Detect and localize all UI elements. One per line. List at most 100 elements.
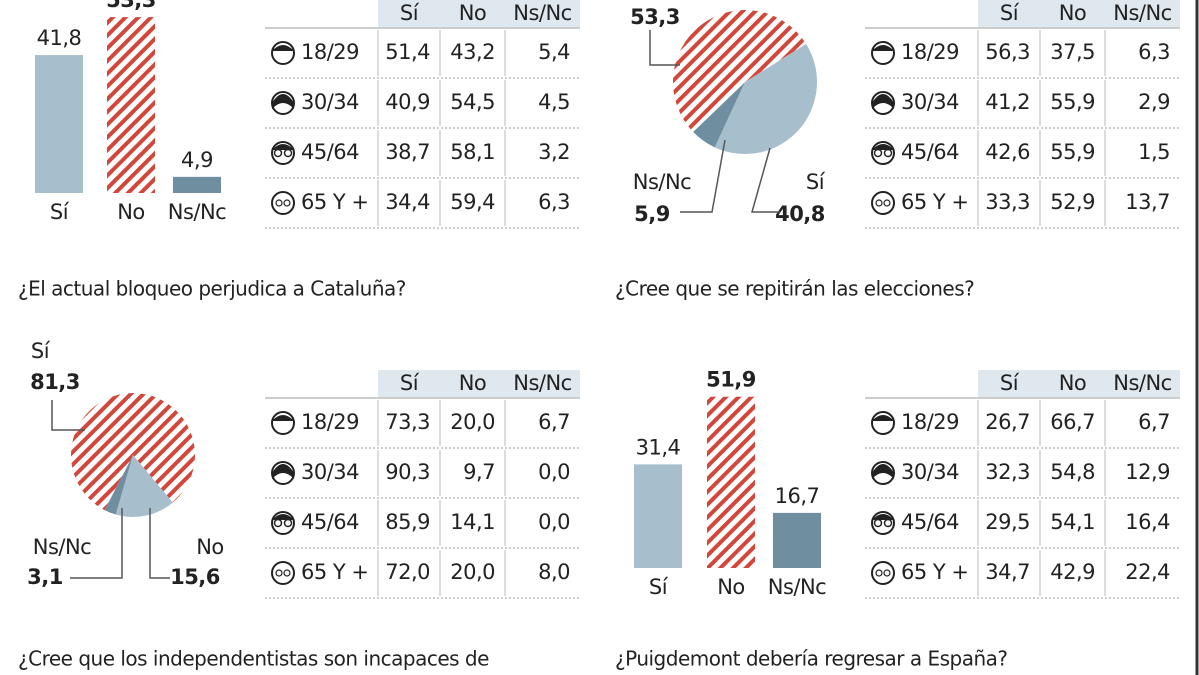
age-icon xyxy=(872,464,894,479)
leader-line xyxy=(680,139,726,213)
leader-line xyxy=(51,400,85,431)
table-header: Sí xyxy=(1000,371,1020,395)
table-cell: 6,7 xyxy=(1138,410,1170,434)
table-cell: 40,9 xyxy=(385,90,430,114)
age-icon xyxy=(883,199,891,207)
bar xyxy=(173,176,221,193)
value-label: 81,3 xyxy=(30,370,80,394)
age-icon xyxy=(283,148,293,158)
table-cell: 6,3 xyxy=(1138,40,1170,64)
age-icon xyxy=(873,148,883,158)
table-header-bg xyxy=(978,370,1180,397)
table-cell: 54,8 xyxy=(1050,460,1095,484)
age-group: 65 Y + xyxy=(901,190,969,214)
age-icon xyxy=(272,464,294,479)
age-group: 18/29 xyxy=(901,410,959,434)
table-cell: 26,7 xyxy=(985,410,1030,434)
table-header: No xyxy=(459,1,487,25)
category-label: Ns/Nc xyxy=(633,170,691,194)
age-icon xyxy=(272,144,294,150)
age-group: 30/34 xyxy=(901,90,959,114)
table-cell: 20,0 xyxy=(450,560,495,584)
leader-line xyxy=(149,508,170,579)
pie-slice xyxy=(115,455,173,517)
pie-slice xyxy=(693,82,745,148)
category-label: Ns/Nc xyxy=(168,200,226,224)
age-group: 18/29 xyxy=(901,40,959,64)
table-header: Ns/Nc xyxy=(1113,371,1171,395)
table-cell: 14,1 xyxy=(450,510,495,534)
table-header: Sí xyxy=(1000,1,1020,25)
table-cell: 34,4 xyxy=(385,190,430,214)
table-cell: 9,7 xyxy=(463,460,495,484)
table-cell: 51,4 xyxy=(385,40,430,64)
question: ¿Cree que se repitirán las elecciones? xyxy=(615,277,974,301)
table-header: Ns/Nc xyxy=(513,1,571,25)
age-icon xyxy=(272,45,294,51)
table-header: Ns/Nc xyxy=(513,371,571,395)
table-cell: 72,0 xyxy=(385,560,430,584)
category-label: Ns/Nc xyxy=(768,575,826,599)
table-cell: 20,0 xyxy=(450,410,495,434)
table-cell: 5,4 xyxy=(538,40,570,64)
age-icon xyxy=(273,148,283,158)
question: ¿El actual bloqueo perjudica a Cataluña? xyxy=(18,277,406,301)
category-label: Ns/Nc xyxy=(33,535,91,559)
category-label: Sí xyxy=(31,339,51,363)
age-icon xyxy=(871,41,895,65)
table-cell: 54,1 xyxy=(1050,510,1095,534)
table-cell: 56,3 xyxy=(985,40,1030,64)
table-cell: 3,2 xyxy=(538,140,570,164)
category-label: Sí xyxy=(806,170,826,194)
table-cell: 59,4 xyxy=(450,190,495,214)
bar xyxy=(773,512,821,568)
leader-line xyxy=(649,30,680,66)
age-icon xyxy=(873,518,883,528)
leader-line xyxy=(751,147,780,213)
category-label: No xyxy=(196,535,224,559)
table-cell: 0,0 xyxy=(538,460,570,484)
age-group: 18/29 xyxy=(301,40,359,64)
age-icon xyxy=(875,569,883,577)
table-cell: 6,3 xyxy=(538,190,570,214)
value-label: 3,1 xyxy=(27,565,63,589)
age-icon xyxy=(271,41,295,65)
age-icon xyxy=(871,511,895,535)
age-icon xyxy=(883,518,893,528)
age-icon xyxy=(271,561,295,585)
table-cell: 58,1 xyxy=(450,140,495,164)
pie-slice xyxy=(70,393,195,511)
age-icon xyxy=(275,199,283,207)
table-cell: 13,7 xyxy=(1125,190,1170,214)
table-cell: 55,9 xyxy=(1050,90,1095,114)
age-icon xyxy=(283,518,293,528)
table-cell: 22,4 xyxy=(1125,560,1170,584)
age-group: 30/34 xyxy=(901,460,959,484)
value-label: 15,6 xyxy=(170,565,220,589)
age-icon xyxy=(271,511,295,535)
table-cell: 1,5 xyxy=(1138,140,1170,164)
category-label: No xyxy=(717,575,745,599)
age-icon xyxy=(272,94,294,109)
age-icon xyxy=(283,199,291,207)
age-icon xyxy=(883,569,891,577)
value-label: 41,8 xyxy=(37,26,82,50)
category-label: No xyxy=(117,200,145,224)
question: ¿Puigdemont debería regresar a España? xyxy=(615,647,1008,671)
table-cell: 6,7 xyxy=(538,410,570,434)
table-header: No xyxy=(1059,1,1087,25)
table-cell: 33,3 xyxy=(985,190,1030,214)
table-cell: 52,9 xyxy=(1050,190,1095,214)
age-group: 45/64 xyxy=(301,510,359,534)
age-icon xyxy=(872,415,894,421)
bar xyxy=(35,55,83,194)
table-cell: 37,5 xyxy=(1050,40,1095,64)
value-label: 40,8 xyxy=(775,202,825,226)
bar xyxy=(107,17,155,193)
value-label: 53,3 xyxy=(630,5,680,29)
table-header: No xyxy=(459,371,487,395)
pie-slice xyxy=(673,9,807,132)
value-label: 31,4 xyxy=(636,435,681,459)
age-group: 45/64 xyxy=(901,140,959,164)
